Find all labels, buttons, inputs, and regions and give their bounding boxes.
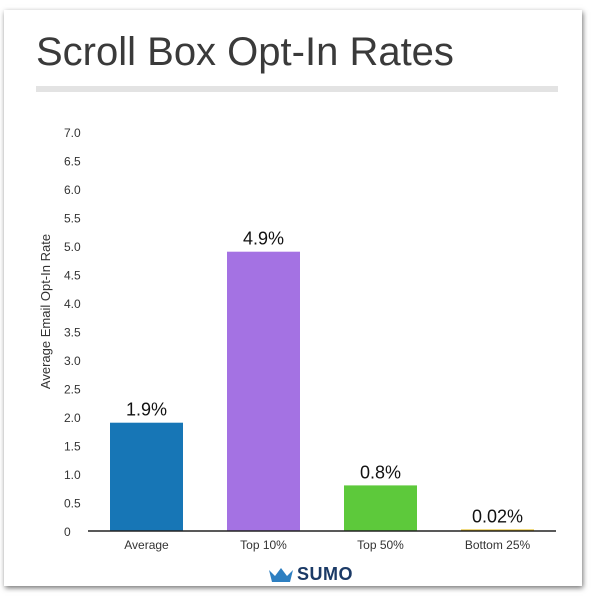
y-tick-label: 4.5: [64, 269, 81, 283]
y-tick-label: 1.0: [64, 468, 81, 482]
y-tick-label: 0: [64, 525, 71, 539]
sumo-logo: SUMO: [268, 564, 353, 585]
bar: [110, 422, 183, 531]
x-tick-label: Top 10%: [240, 538, 287, 552]
y-tick-label: 3.5: [64, 326, 81, 340]
data-label: 4.9%: [243, 229, 284, 249]
y-tick-label: 2.5: [64, 383, 81, 397]
y-axis: 0 0.5 1.0 1.5 2.0 2.5 3.0 3.5 4.0 4.5 5.0 5.5 6.0 6.5…: [64, 126, 81, 539]
title-divider: [36, 86, 558, 92]
data-labels: 1.9% 4.9% 0.8% 0.02%: [126, 229, 523, 527]
y-tick-label: 3.0: [64, 354, 81, 368]
data-label: 0.8%: [360, 462, 401, 482]
y-tick-label: 7.0: [64, 126, 81, 140]
y-tick-label: 0.5: [64, 497, 81, 511]
y-tick-label: 6.0: [64, 183, 81, 197]
x-tick-label: Average: [124, 538, 169, 552]
y-tick-label: 5.5: [64, 212, 81, 226]
chart-title: Scroll Box Opt-In Rates: [36, 30, 454, 74]
y-tick-label: 4.0: [64, 297, 81, 311]
y-tick-label: 6.5: [64, 155, 81, 169]
bar: [227, 251, 300, 531]
x-tick-label: Top 50%: [357, 538, 404, 552]
data-label: 1.9%: [126, 400, 167, 420]
data-label: 0.02%: [472, 507, 523, 527]
y-tick-label: 5.0: [64, 240, 81, 254]
crown-icon: [269, 567, 293, 582]
y-tick-label: 2.0: [64, 411, 81, 425]
logo-text: SUMO: [297, 564, 353, 584]
y-tick-label: 1.5: [64, 440, 81, 454]
y-axis-label: Average Email Opt-In Rate: [38, 234, 53, 389]
bar: [344, 485, 417, 531]
bars: [110, 251, 534, 531]
x-axis: Average Top 10% Top 50% Bottom 25%: [124, 538, 530, 552]
x-tick-label: Bottom 25%: [465, 538, 531, 552]
